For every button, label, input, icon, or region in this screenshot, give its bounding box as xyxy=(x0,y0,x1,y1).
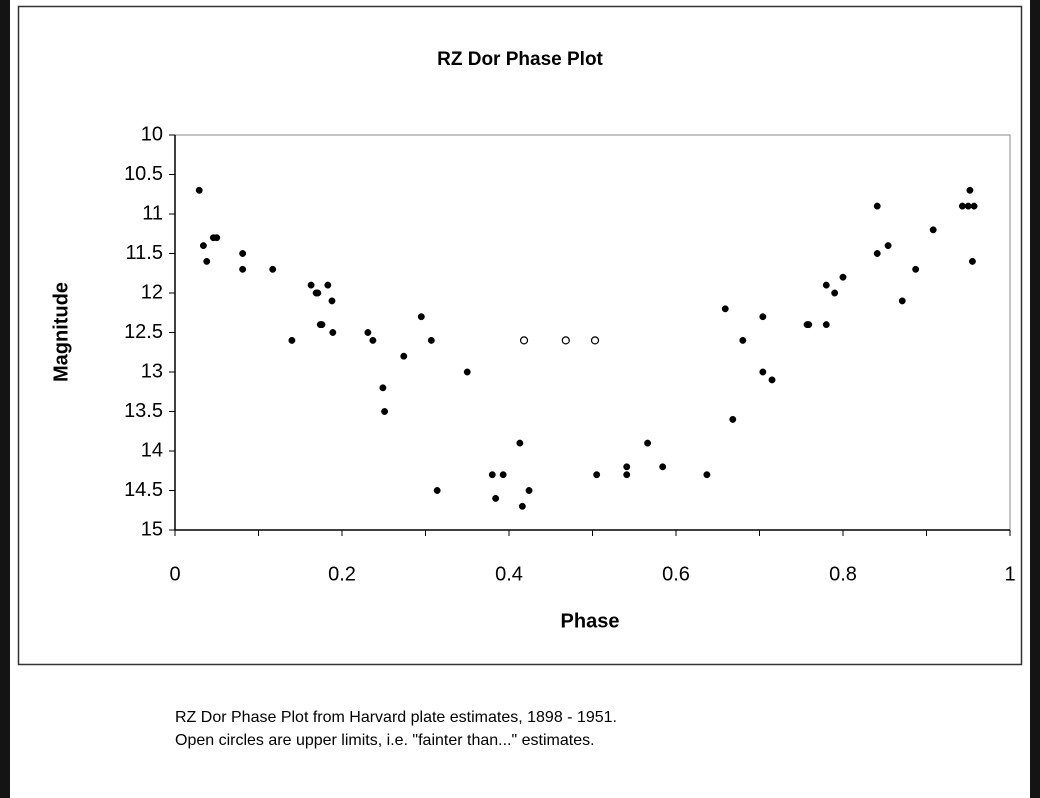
point xyxy=(314,289,322,297)
x-axis-label: Phase xyxy=(561,610,620,632)
point xyxy=(203,257,211,265)
point xyxy=(199,242,207,250)
point xyxy=(929,226,937,234)
point xyxy=(329,329,337,336)
x-tick-label: 0 xyxy=(169,563,180,585)
point xyxy=(239,250,247,257)
y-tick-label: 14 xyxy=(141,439,163,461)
point xyxy=(968,257,976,265)
y-tick-label: 11 xyxy=(142,202,163,224)
y-tick-label: 12 xyxy=(141,281,163,303)
point xyxy=(433,487,441,494)
point xyxy=(873,250,881,257)
point xyxy=(721,305,729,313)
x-tick-label: 0.8 xyxy=(829,563,857,585)
point xyxy=(839,273,847,281)
point xyxy=(239,265,247,273)
point xyxy=(400,352,408,360)
point xyxy=(288,336,296,344)
y-tick-label: 10.5 xyxy=(124,163,163,185)
point xyxy=(898,297,906,305)
point xyxy=(381,408,389,415)
point xyxy=(623,463,631,471)
point xyxy=(269,265,277,273)
point xyxy=(873,202,881,210)
y-tick-label: 13.5 xyxy=(124,400,163,422)
point xyxy=(966,186,974,194)
point xyxy=(328,297,336,305)
point xyxy=(516,439,524,447)
y-tick-label: 15 xyxy=(141,518,163,540)
y-tick-label: 11.5 xyxy=(126,242,163,264)
point xyxy=(759,368,767,376)
x-tick-label: 0.2 xyxy=(328,563,356,585)
y-tick-label: 12.5 xyxy=(124,321,163,343)
point xyxy=(525,487,533,494)
point xyxy=(729,415,737,423)
caption-line: RZ Dor Phase Plot from Harvard plate est… xyxy=(175,709,617,726)
y-tick-label: 10 xyxy=(141,123,163,145)
point xyxy=(659,463,667,471)
point xyxy=(499,471,507,479)
point xyxy=(417,313,425,321)
point xyxy=(488,471,496,479)
point xyxy=(805,321,813,329)
point xyxy=(195,186,203,194)
point xyxy=(912,265,920,273)
point xyxy=(703,471,711,479)
chart-title: RZ Dor Phase Plot xyxy=(437,49,603,70)
x-tick-label: 0.6 xyxy=(662,563,690,585)
open-point xyxy=(590,336,600,345)
point xyxy=(324,281,332,289)
point xyxy=(364,329,372,336)
y-axis-label: Magnitude xyxy=(50,282,72,382)
point xyxy=(644,439,652,447)
point xyxy=(379,384,387,392)
point xyxy=(768,376,776,384)
point xyxy=(318,321,326,329)
caption-line: Open circles are upper limits, i.e. "fai… xyxy=(175,732,595,749)
point xyxy=(623,471,631,479)
open-point xyxy=(561,336,570,345)
open-point xyxy=(519,336,529,345)
x-tick-label: 0.4 xyxy=(495,563,523,585)
point xyxy=(958,202,966,210)
y-tick-label: 14.5 xyxy=(124,479,163,501)
point xyxy=(822,281,830,289)
point xyxy=(964,202,972,210)
chart-frame xyxy=(17,5,1023,666)
point xyxy=(369,336,377,344)
x-tick-label: 1 xyxy=(1004,563,1015,585)
point xyxy=(427,336,435,344)
point xyxy=(739,336,747,344)
point xyxy=(884,242,892,250)
y-tick-label: 13 xyxy=(141,360,163,382)
point xyxy=(213,234,221,242)
point xyxy=(492,494,500,502)
point xyxy=(463,368,471,376)
point xyxy=(970,202,978,210)
point xyxy=(518,502,526,510)
point xyxy=(593,471,601,479)
point xyxy=(307,281,315,289)
point xyxy=(759,313,767,321)
point xyxy=(831,289,839,297)
point xyxy=(822,321,830,329)
